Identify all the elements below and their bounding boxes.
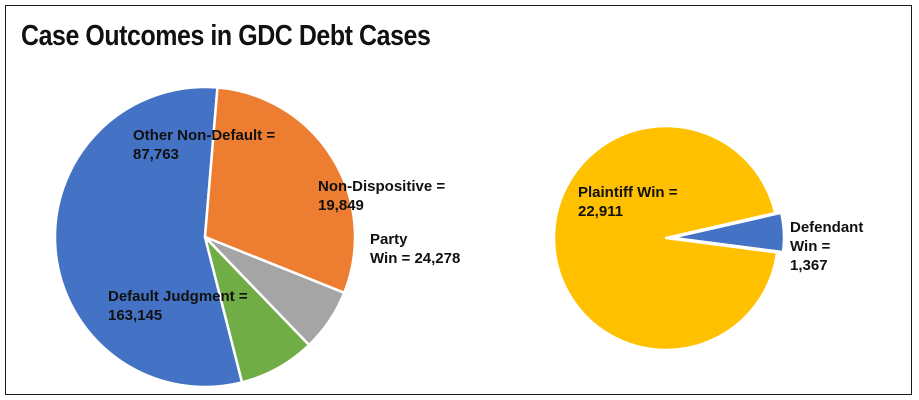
- pie-chart-party-win: [552, 124, 786, 352]
- pie-slice-plaintiff-win: [552, 124, 779, 352]
- chart-title: Case Outcomes in GDC Debt Cases: [21, 20, 431, 52]
- pie-slice-party-win: [203, 235, 311, 384]
- slice-label-non-dispositive: Non-Dispositive = 19,849: [318, 178, 446, 214]
- pie-slice-other-non-default: [203, 86, 357, 295]
- pie-slice-default-judgment: [53, 85, 244, 389]
- pie-chart-case-outcomes: [53, 85, 357, 389]
- slice-label-default-judgment: Default Judgment = 163,145: [108, 288, 248, 324]
- slice-label-plaintiff-win: Plaintiff Win = 22,911: [578, 184, 678, 220]
- pie-slice-defendant-win: [670, 211, 786, 254]
- slice-label-defendant-win: Defendant Win = 1,367: [790, 219, 864, 274]
- slice-label-other-non-default: Other Non-Default = 87,763: [133, 127, 276, 163]
- slice-label-party-win: Party Win = 24,278: [370, 231, 461, 267]
